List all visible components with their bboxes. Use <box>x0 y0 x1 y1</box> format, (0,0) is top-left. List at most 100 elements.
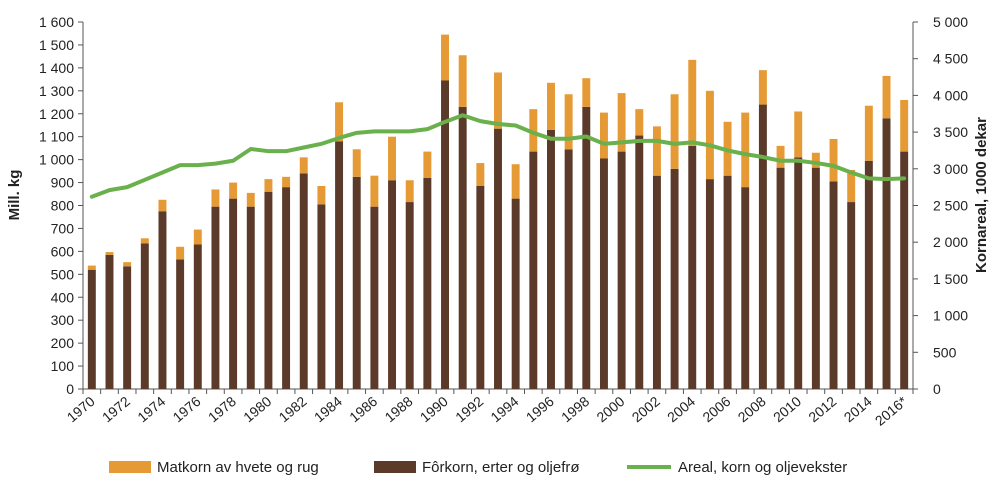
bar-forkorn <box>511 198 520 389</box>
bar-forkorn <box>105 254 114 389</box>
bar-matkorn <box>741 112 750 188</box>
bar-forkorn <box>388 180 397 389</box>
bar-forkorn <box>864 160 873 389</box>
bar-forkorn <box>547 129 555 389</box>
bar-forkorn <box>758 104 767 389</box>
x-tick-label: 2008 <box>735 393 769 425</box>
x-tick-label: 2000 <box>593 393 627 425</box>
bar-forkorn <box>829 181 838 389</box>
left-y-tick-label: 1 100 <box>39 129 74 145</box>
bar-forkorn <box>264 191 273 389</box>
bar-matkorn <box>352 149 361 177</box>
left-y-tick-label: 500 <box>51 266 75 282</box>
bar-matkorn <box>405 180 414 203</box>
left-y-tick-label: 900 <box>51 175 75 191</box>
x-tick-label: 1978 <box>205 393 239 425</box>
bar-matkorn <box>423 151 432 178</box>
bar-forkorn <box>776 167 785 389</box>
bar-matkorn <box>529 109 538 152</box>
bar-forkorn <box>882 118 891 390</box>
legend-swatch-forkorn <box>374 461 416 473</box>
bar-matkorn <box>794 111 803 158</box>
legend-swatch-matkorn <box>109 461 151 473</box>
x-tick-label: 1984 <box>311 393 345 425</box>
bar-forkorn <box>370 206 379 389</box>
bar-forkorn <box>246 206 255 389</box>
bar-forkorn <box>176 259 185 389</box>
left-y-tick-label: 1 000 <box>39 152 74 168</box>
bar-forkorn <box>405 202 414 389</box>
bar-forkorn <box>847 202 856 389</box>
bar-matkorn <box>193 229 202 245</box>
bar-forkorn <box>652 175 661 389</box>
bar-matkorn <box>582 78 591 107</box>
bar-matkorn <box>317 186 326 205</box>
left-y-tick-label: 700 <box>51 220 75 236</box>
left-y-tick-label: 800 <box>51 198 75 214</box>
bar-matkorn <box>246 192 255 207</box>
bar-forkorn <box>299 173 308 389</box>
bar-forkorn <box>282 187 291 389</box>
x-tick-label: 2004 <box>664 393 698 425</box>
bar-matkorn <box>900 99 909 152</box>
bar-matkorn <box>494 72 502 129</box>
right-y-axis-title: Kornareal, 1000 dekar <box>973 117 990 273</box>
bar-matkorn <box>705 90 714 180</box>
series-line-areal <box>89 113 907 199</box>
bar-matkorn <box>229 182 238 199</box>
right-y-tick-label: 1 000 <box>933 308 968 324</box>
bar-matkorn <box>564 94 573 150</box>
left-y-tick-label: 200 <box>51 335 75 351</box>
bar-forkorn <box>229 198 238 389</box>
bar-matkorn <box>688 59 697 146</box>
bar-forkorn <box>494 128 502 390</box>
x-tick-label: 1970 <box>64 393 98 425</box>
bar-forkorn <box>458 106 467 390</box>
bar-forkorn <box>741 187 750 389</box>
right-y-tick-labels: 0 500 1 000 1 500 2 000 2 500 3 000 3 500 4 000 4… <box>913 14 968 397</box>
bar-matkorn <box>547 82 555 130</box>
bar-forkorn <box>211 206 220 389</box>
bar-forkorn <box>158 211 167 389</box>
x-tick-label: 1974 <box>134 393 168 425</box>
left-y-tick-label: 100 <box>51 358 75 374</box>
bar-matkorn <box>158 199 167 212</box>
bar-matkorn <box>882 75 891 119</box>
legend-label-areal: Areal, korn og oljevekster <box>678 459 847 476</box>
bar-matkorn <box>105 252 114 255</box>
x-tick-label: 2012 <box>805 393 839 425</box>
x-tick-label: 2002 <box>629 393 663 425</box>
bar-matkorn <box>617 93 626 152</box>
left-y-axis-title: Mill. kg <box>6 170 23 221</box>
bar-matkorn <box>123 262 132 267</box>
bar-forkorn <box>317 204 326 389</box>
legend: Matkorn av hvete og rug Fôrkorn, erter o… <box>109 459 847 476</box>
left-y-tick-label: 1 600 <box>39 14 74 30</box>
x-tick-label: 1994 <box>487 393 521 425</box>
bar-matkorn <box>599 112 608 159</box>
bar-matkorn <box>176 246 185 260</box>
bar-forkorn <box>193 244 202 389</box>
bar-matkorn <box>211 189 220 207</box>
bar-group <box>87 34 909 390</box>
x-tick-label: 1988 <box>381 393 415 425</box>
x-tick-label: 1986 <box>346 393 380 425</box>
right-y-tick-label: 4 000 <box>933 87 968 103</box>
x-tick-label: 1976 <box>170 393 204 425</box>
right-y-tick-label: 3 500 <box>933 124 968 140</box>
right-y-tick-label: 5 000 <box>933 14 968 30</box>
left-y-tick-labels: 0 100 200 300 400 500 600 700 800 900 1 000 1 100 1 … <box>39 14 83 397</box>
bar-forkorn <box>423 177 432 389</box>
bar-matkorn <box>87 265 96 270</box>
bar-forkorn <box>335 141 344 389</box>
left-y-tick-label: 400 <box>51 289 75 305</box>
bar-matkorn <box>670 94 679 169</box>
x-tick-label: 1998 <box>558 393 592 425</box>
bar-forkorn <box>811 167 820 389</box>
left-y-tick-label: 300 <box>51 312 75 328</box>
right-y-tick-label: 2 500 <box>933 198 968 214</box>
bar-matkorn <box>388 136 397 181</box>
bar-matkorn <box>811 152 820 168</box>
bar-matkorn <box>476 163 485 187</box>
right-y-tick-label: 500 <box>933 344 957 360</box>
